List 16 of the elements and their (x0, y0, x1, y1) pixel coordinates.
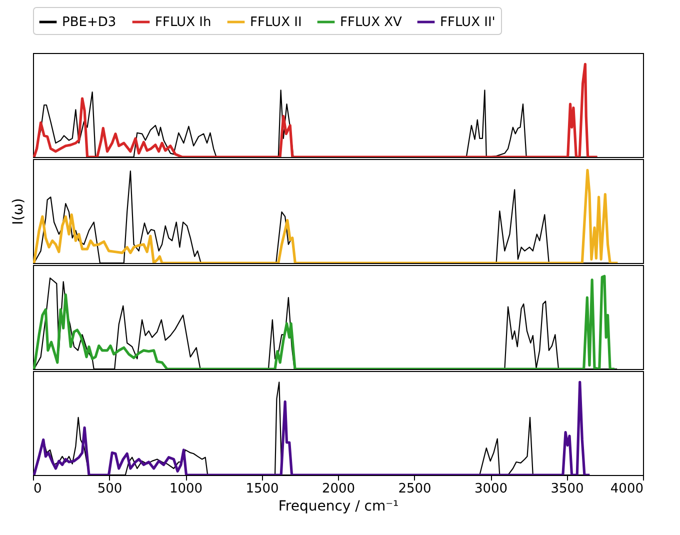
legend-label: FFLUX XV (340, 15, 402, 30)
x-tick-label: 1000 (169, 482, 203, 496)
x-tick-label: 3500 (550, 482, 584, 496)
x-tick-label: 1500 (246, 482, 279, 496)
x-tick-label: 2500 (398, 482, 432, 496)
y-axis-title: I(ω) (10, 198, 26, 225)
x-tick-label: 4000 (610, 482, 644, 496)
x-tick-label: 0 (34, 482, 42, 496)
legend-label: PBE+D3 (62, 15, 116, 30)
x-axis-title: Frequency / cm⁻¹ (278, 498, 399, 514)
x-tick-label: 2000 (322, 482, 356, 496)
x-tick-label: 500 (97, 482, 122, 496)
legend-label: FFLUX II (250, 15, 302, 30)
x-tick-label: 3000 (474, 482, 508, 496)
legend-label: FFLUX II' (440, 15, 496, 30)
legend-label: FFLUX Ih (155, 15, 212, 30)
